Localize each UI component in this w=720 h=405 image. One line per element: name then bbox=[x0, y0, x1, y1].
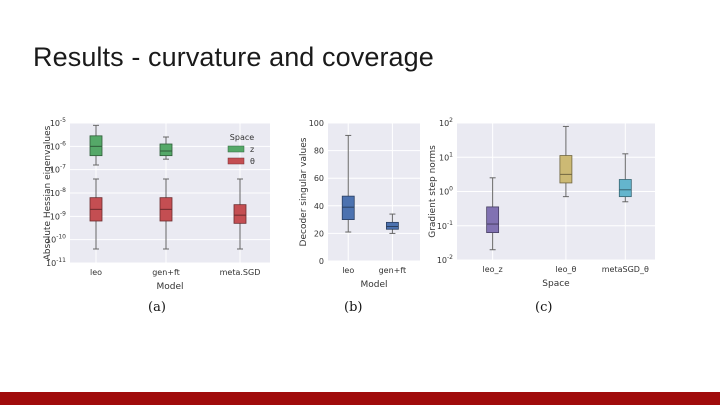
y-axis-label: Absolute Hessian eigenvalues bbox=[43, 125, 53, 260]
y-axis-label: Gradient step norms bbox=[428, 145, 438, 238]
y-tick-label: 10-11 bbox=[46, 257, 66, 268]
legend-swatch bbox=[227, 157, 245, 165]
y-tick-label: 10-8 bbox=[50, 187, 66, 198]
x-tick-label: gen+ft bbox=[152, 268, 180, 277]
y-tick-label: 60 bbox=[314, 174, 324, 183]
chart-decoder-singular-values: 0 20 40 60 80 100 leo gen+ft Model Decoder singul… bbox=[299, 119, 420, 290]
box bbox=[233, 204, 247, 224]
caption-c: (c) bbox=[535, 300, 553, 315]
plot-area bbox=[328, 123, 420, 261]
x-tick-label: leo_z bbox=[483, 265, 503, 274]
box bbox=[89, 135, 103, 157]
box bbox=[618, 179, 632, 198]
x-axis-label: Model bbox=[156, 282, 183, 292]
caption-b: (b) bbox=[344, 300, 363, 315]
y-tick-label: 0 bbox=[319, 257, 324, 266]
y-tick-label: 10-6 bbox=[50, 140, 66, 151]
y-tick-label: 101 bbox=[439, 151, 453, 162]
y-tick-label: 20 bbox=[314, 229, 324, 238]
y-tick-label: 10-7 bbox=[50, 164, 66, 175]
box bbox=[386, 221, 399, 230]
legend-title: Space bbox=[230, 133, 254, 142]
y-tick-label: 10-9 bbox=[50, 210, 66, 221]
x-tick-label: metaSGD_θ bbox=[602, 265, 649, 274]
box bbox=[159, 143, 173, 157]
slide-title: Results - curvature and coverage bbox=[33, 42, 434, 72]
y-tick-label: 10-1 bbox=[437, 220, 453, 231]
y-axis-label: Decoder singular values bbox=[299, 137, 309, 246]
x-axis-label: Model bbox=[360, 280, 387, 290]
footer-bar bbox=[0, 392, 720, 405]
box bbox=[341, 195, 355, 220]
y-tick-label: 100 bbox=[439, 186, 453, 197]
y-tick-label: 80 bbox=[314, 147, 324, 156]
box bbox=[486, 206, 500, 233]
y-tick-label: 40 bbox=[314, 202, 324, 211]
y-tick-label: 100 bbox=[309, 119, 324, 128]
x-tick-label: leo bbox=[90, 268, 102, 277]
legend-swatch bbox=[227, 145, 245, 153]
x-tick-label: gen+ft bbox=[379, 266, 407, 275]
y-tick-label: 10-5 bbox=[50, 117, 66, 128]
legend-label: z bbox=[250, 145, 254, 154]
x-axis-label: Space bbox=[542, 279, 570, 289]
x-tick-label: leo bbox=[342, 266, 354, 275]
box bbox=[559, 155, 573, 184]
y-tick-label: 10-10 bbox=[46, 234, 66, 245]
x-tick-label: leo_θ bbox=[555, 265, 576, 274]
y-tick-label: 10-2 bbox=[437, 254, 453, 265]
legend-label: θ bbox=[250, 157, 255, 166]
caption-a: (a) bbox=[148, 300, 166, 315]
y-tick-label: 102 bbox=[439, 117, 453, 128]
chart-hessian-eigenvalues: 10-5 10-6 10-7 10-8 10-9 10-10 10-11 leo gen+ft m… bbox=[43, 117, 270, 292]
chart-gradient-step-norms: 102 101 100 10-1 10-2 leo_z leo_θ metaSGD_θ Spac… bbox=[428, 117, 655, 289]
x-tick-label: meta.SGD bbox=[220, 268, 261, 277]
